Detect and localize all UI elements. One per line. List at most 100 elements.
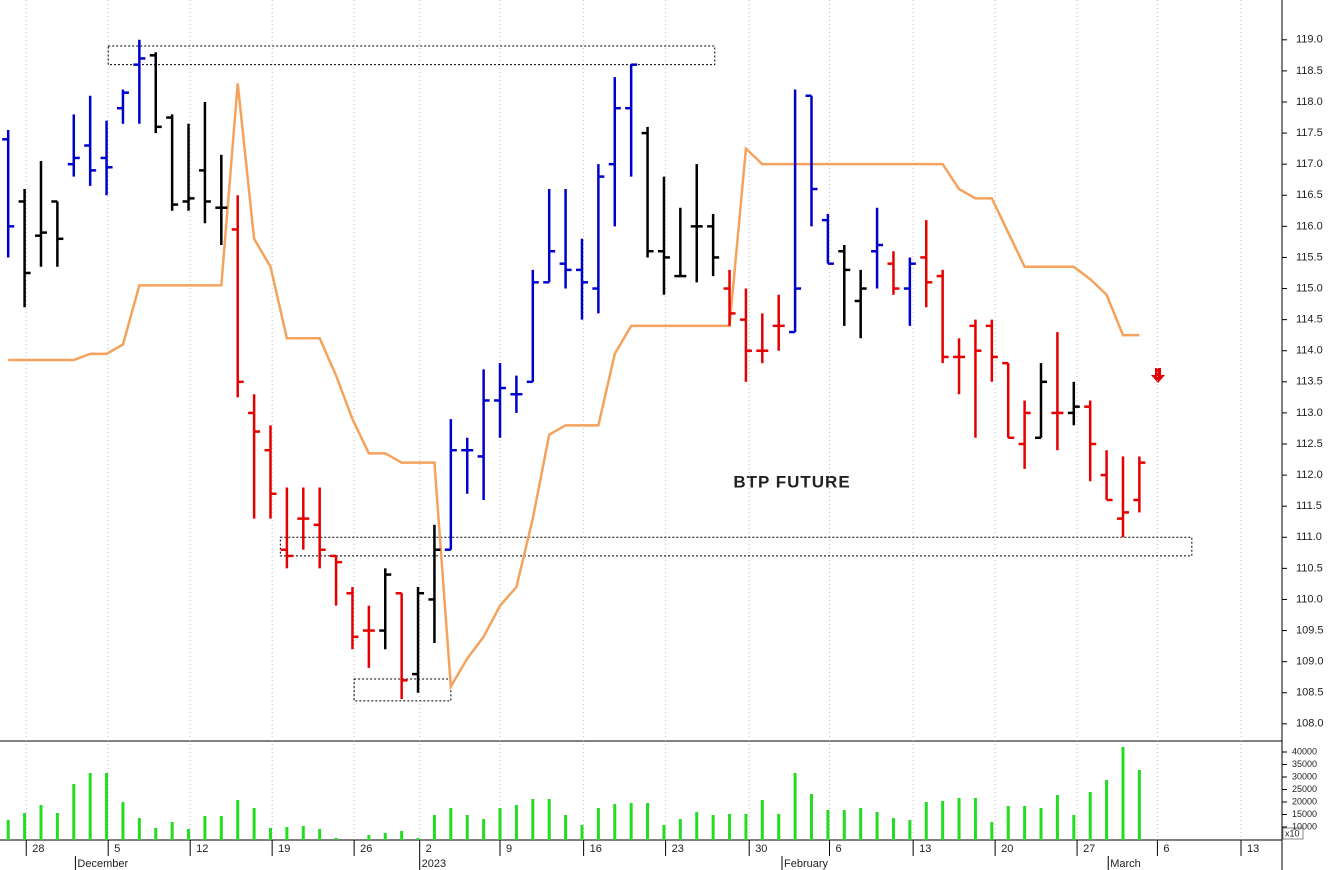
- volume-bar: [383, 833, 387, 840]
- x-tick-label: 16: [590, 843, 602, 855]
- y-tick-label: 35000: [1292, 759, 1317, 769]
- volume-bar: [465, 815, 469, 840]
- volume-bar: [629, 803, 633, 840]
- x-tick-label: 26: [360, 843, 372, 855]
- volume-bar: [72, 784, 76, 840]
- volume-bar: [236, 800, 240, 840]
- x-tick-label: 20: [1001, 843, 1013, 855]
- x-tick-label: 30: [755, 843, 767, 855]
- y-tick-label: 110.5: [1296, 562, 1323, 574]
- volume-bar: [793, 773, 797, 840]
- y-tick-label: 114.5: [1296, 314, 1323, 326]
- y-tick-label: 113.0: [1296, 407, 1323, 419]
- volume-bar: [23, 813, 27, 840]
- y-tick-label: 114.0: [1296, 345, 1323, 357]
- volume-bar: [187, 829, 191, 840]
- y-tick-label: 25000: [1292, 784, 1317, 794]
- volume-bar: [219, 816, 223, 840]
- month-label: March: [1110, 858, 1141, 870]
- volume-bar: [88, 773, 92, 840]
- month-label: 2023: [422, 858, 446, 870]
- volume-bar: [1023, 806, 1027, 840]
- x-tick-label: 5: [114, 843, 120, 855]
- volume-bar: [1137, 770, 1141, 840]
- volume-bar: [55, 813, 59, 840]
- volume-bar: [400, 831, 404, 840]
- volume-bar: [941, 801, 945, 840]
- y-tick-label: 116.5: [1296, 189, 1323, 201]
- y-tick-label: 20000: [1292, 796, 1317, 806]
- volume-bar: [531, 799, 535, 840]
- x-tick-label: 28: [32, 843, 44, 855]
- volume-bar: [482, 819, 486, 840]
- volume-bar: [39, 805, 43, 840]
- y-tick-label: 115.0: [1296, 282, 1323, 294]
- axis-note-box: [1282, 827, 1304, 840]
- x-tick-label: 19: [278, 843, 290, 855]
- volume-bar: [252, 808, 256, 840]
- volume-bar: [859, 808, 863, 840]
- volume-bar: [449, 808, 453, 840]
- y-tick-label: 15000: [1292, 809, 1317, 819]
- y-tick-label: 112.5: [1296, 438, 1323, 450]
- y-tick-label: 119.0: [1296, 34, 1323, 46]
- zone: [107, 45, 716, 66]
- volume-bar: [777, 814, 781, 840]
- volume-bar: [1039, 808, 1043, 840]
- y-tick-label: 112.0: [1296, 469, 1323, 481]
- volume-bar: [6, 820, 10, 840]
- y-tick-label: 113.5: [1296, 376, 1323, 388]
- y-tick-label: 40000: [1292, 746, 1317, 756]
- y-tick-label: 110.0: [1296, 593, 1323, 605]
- x-tick-label: 6: [1163, 843, 1169, 855]
- volume-bar: [728, 814, 732, 840]
- y-tick-label: 111.0: [1296, 531, 1322, 543]
- volume-bar: [678, 819, 682, 840]
- volume-bar: [301, 826, 305, 840]
- x-tick-label: 9: [506, 843, 512, 855]
- volume-bar: [334, 838, 338, 840]
- volume-bar: [990, 822, 994, 840]
- volume-bar: [318, 829, 322, 840]
- volume-bar: [809, 794, 813, 840]
- volume-bar: [1088, 792, 1092, 840]
- volume-bar: [121, 802, 125, 840]
- y-tick-label: 10000: [1292, 821, 1317, 831]
- volume-bar: [547, 799, 551, 840]
- x-tick-label: 2: [426, 843, 432, 855]
- x-tick-label: 27: [1083, 843, 1095, 855]
- x-tick-label: 13: [1247, 843, 1259, 855]
- y-tick-label: 118.0: [1296, 96, 1323, 108]
- volume-bar: [1121, 747, 1125, 840]
- volume-bar: [498, 808, 502, 840]
- signal-arrow: [1151, 368, 1165, 383]
- zone: [279, 536, 1193, 557]
- volume-bar: [564, 815, 568, 840]
- volume-bar: [695, 812, 699, 840]
- volume-bar: [711, 815, 715, 840]
- volume-bar: [842, 810, 846, 840]
- volume-bar: [514, 805, 518, 840]
- x-tick-label: 23: [672, 843, 684, 855]
- volume-bar: [203, 816, 207, 840]
- y-tick-label: 117.5: [1296, 127, 1323, 139]
- y-tick-label: 115.5: [1296, 251, 1323, 263]
- volume-bar: [1072, 815, 1076, 840]
- volume-bar: [891, 818, 895, 840]
- volume-bar: [908, 820, 912, 840]
- volume-bar: [646, 803, 650, 840]
- volume-bar: [285, 827, 289, 840]
- volume-bar: [1055, 795, 1059, 840]
- y-tick-label: 108.5: [1296, 687, 1324, 699]
- month-label: December: [77, 858, 128, 870]
- y-tick-label: 111.5: [1296, 500, 1322, 512]
- volume-bar: [1105, 780, 1109, 840]
- volume-bar: [105, 773, 109, 840]
- volume-bar: [170, 822, 174, 840]
- y-tick-label: 30000: [1292, 771, 1317, 781]
- month-label: February: [784, 858, 829, 870]
- volume-bar: [973, 798, 977, 840]
- volume-bar: [416, 838, 420, 840]
